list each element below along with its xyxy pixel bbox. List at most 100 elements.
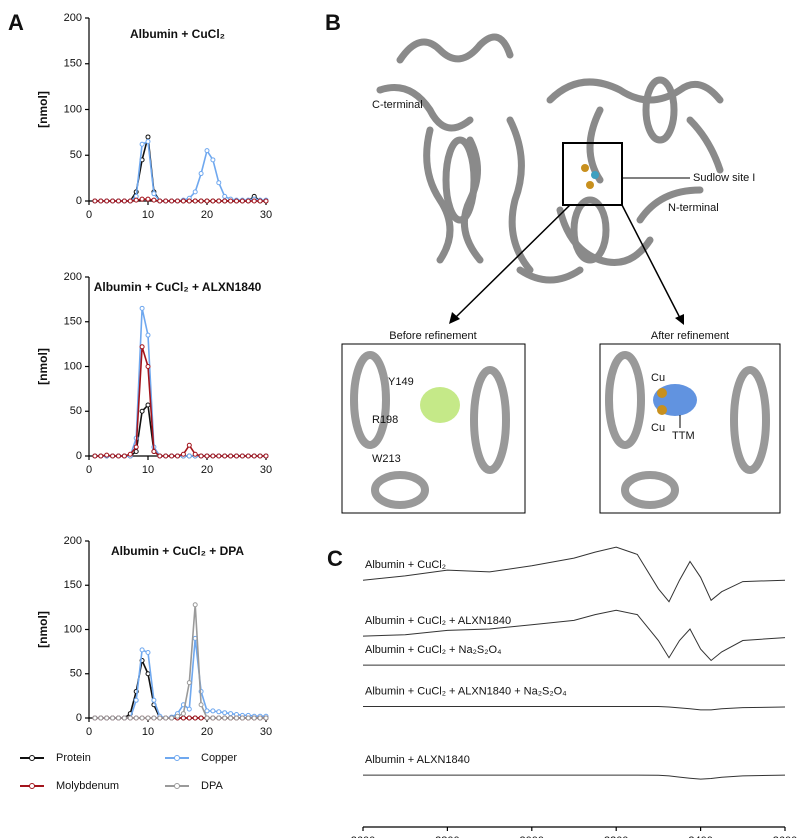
trace-label: Albumin + CuCl₂: [365, 559, 446, 571]
data-point: [133, 697, 139, 703]
data-point: [145, 134, 151, 140]
data-point: [139, 408, 145, 414]
data-point: [198, 171, 204, 177]
data-point: [116, 453, 121, 459]
site-label: Sudlow site I: [693, 172, 755, 184]
data-point: [198, 715, 204, 721]
y-axis-label: [nmol]: [36, 611, 50, 648]
cu-atom: [657, 405, 667, 415]
data-point: [257, 453, 263, 459]
data-point: [234, 453, 239, 459]
data-point: [163, 198, 169, 204]
data-point: [239, 715, 245, 721]
data-point: [210, 453, 216, 459]
data-point: [198, 453, 204, 459]
y-tick-label: 150: [64, 316, 82, 328]
y-tick-label: 0: [76, 712, 82, 724]
data-point: [98, 453, 104, 459]
x-tick-label: 10: [142, 726, 154, 738]
data-point: [139, 305, 145, 311]
y-tick-label: 150: [64, 579, 82, 591]
n-terminal-label: N-terminal: [668, 202, 719, 214]
data-point: [198, 702, 204, 708]
data-point: [145, 196, 151, 202]
data-point: [169, 198, 175, 204]
density-mesh: [420, 387, 460, 423]
x-tick-label: 2800: [435, 835, 459, 838]
x-tick-label: 3600: [773, 835, 797, 838]
data-point: [127, 715, 133, 721]
data-point: [157, 198, 163, 204]
x-tick-label: 30: [260, 464, 272, 476]
data-point: [222, 453, 228, 459]
inset-title: After refinement: [651, 330, 729, 342]
data-point: [228, 715, 234, 721]
data-point: [222, 193, 228, 199]
atom-label: Cu: [651, 372, 665, 384]
data-point: [210, 157, 216, 163]
x-tick-label: 20: [201, 209, 213, 221]
data-point: [169, 715, 175, 721]
residue-label: W213: [372, 453, 401, 465]
data-point: [210, 708, 216, 714]
data-point: [186, 715, 192, 721]
legend-marker: [174, 783, 180, 789]
panel-label: C: [327, 546, 343, 571]
data-point: [133, 444, 139, 450]
data-point: [139, 715, 145, 721]
series-line: [94, 308, 266, 457]
data-point: [151, 715, 157, 721]
data-point: [145, 671, 151, 677]
data-point: [186, 680, 192, 686]
data-point: [139, 344, 145, 350]
x-tick-label: 3000: [520, 835, 544, 838]
data-point: [186, 453, 192, 459]
y-tick-label: 150: [64, 58, 82, 70]
trace-label: Albumin + ALXN1840: [365, 754, 470, 766]
data-point: [180, 198, 186, 204]
data-point: [257, 198, 263, 204]
legend-label: Protein: [56, 752, 91, 764]
x-tick-label: 0: [86, 464, 92, 476]
x-tick-label: 0: [86, 209, 92, 221]
data-point: [180, 711, 186, 717]
arrowhead: [449, 312, 460, 324]
x-tick-label: 2600: [351, 835, 375, 838]
data-point: [234, 198, 239, 204]
residue-label: Y149: [388, 376, 414, 388]
panel-label: B: [325, 10, 341, 35]
data-point: [263, 715, 269, 721]
y-tick-label: 200: [64, 535, 82, 547]
data-point: [210, 715, 216, 721]
data-point: [216, 453, 222, 459]
data-point: [175, 198, 180, 204]
series-line: [363, 706, 786, 711]
data-point: [145, 402, 151, 408]
data-point: [133, 197, 139, 203]
cu-atom: [581, 164, 589, 172]
data-point: [163, 453, 169, 459]
data-point: [222, 198, 228, 204]
data-point: [245, 715, 251, 721]
arrowhead: [675, 314, 684, 325]
legend-label: Copper: [201, 752, 237, 764]
data-point: [151, 197, 157, 203]
data-point: [116, 198, 121, 204]
data-point: [104, 715, 110, 721]
data-point: [121, 198, 127, 204]
legend-marker: [174, 755, 180, 761]
data-point: [245, 453, 251, 459]
data-point: [92, 198, 98, 204]
y-tick-label: 0: [76, 195, 82, 207]
x-tick-label: 30: [260, 726, 272, 738]
data-point: [228, 711, 234, 717]
data-point: [110, 198, 116, 204]
data-point: [139, 196, 145, 202]
data-point: [145, 139, 151, 145]
data-point: [192, 189, 198, 195]
trace-label: Albumin + CuCl₂ + ALXN1840: [365, 615, 511, 627]
data-point: [157, 715, 163, 721]
data-point: [210, 198, 216, 204]
data-point: [92, 453, 98, 459]
series-line: [363, 774, 786, 780]
